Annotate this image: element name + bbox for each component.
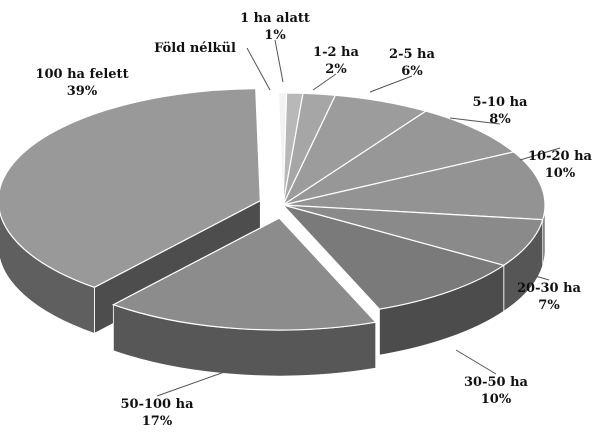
label-pct-7: 10% bbox=[481, 392, 512, 407]
leader-line-3 bbox=[369, 75, 413, 93]
leader-line-1 bbox=[274, 39, 284, 83]
label-3: 2-5 ha 6% bbox=[389, 47, 435, 79]
label-pct-9: 39% bbox=[67, 84, 98, 99]
label-1: 1 ha alatt 1% bbox=[240, 11, 310, 43]
label-pct-1: 1% bbox=[264, 28, 286, 43]
label-name-3: 2-5 ha bbox=[389, 47, 435, 62]
label-name-1: 1 ha alatt bbox=[240, 11, 310, 26]
label-name-8: 50-100 ha bbox=[120, 397, 194, 412]
label-pct-5: 10% bbox=[545, 166, 576, 181]
pie-slice-6 bbox=[282, 204, 544, 266]
leader-line-2 bbox=[312, 73, 337, 91]
label-pct-4: 8% bbox=[489, 112, 511, 127]
pie-tops bbox=[0, 88, 546, 331]
label-9: 100 ha felett 39% bbox=[35, 67, 128, 99]
leader-line-8 bbox=[156, 369, 231, 397]
leader-line-7 bbox=[455, 349, 497, 375]
leader-line-0 bbox=[246, 47, 271, 91]
label-name-4: 5-10 ha bbox=[473, 95, 529, 110]
label-name-5: 10-20 ha bbox=[528, 149, 593, 164]
label-2: 1-2 ha 2% bbox=[313, 45, 359, 77]
label-name-9: 100 ha felett bbox=[35, 67, 128, 82]
label-pct-6: 7% bbox=[538, 298, 560, 313]
pie-slice-5 bbox=[282, 151, 546, 221]
leader-line-4 bbox=[449, 117, 501, 125]
label-6: 20-30 ha 7% bbox=[517, 281, 582, 313]
pie-slice-8 bbox=[111, 217, 377, 331]
pie-slice-9 bbox=[0, 88, 261, 288]
leader-line-5 bbox=[519, 147, 561, 161]
label-name-2: 1-2 ha bbox=[313, 45, 359, 60]
label-8: 50-100 ha 17% bbox=[120, 397, 194, 429]
leader-lines bbox=[156, 39, 561, 397]
data-labels: Föld nélkül 1 ha alatt 1% 1-2 ha 2% 2-5 ha 6% 5… bbox=[35, 11, 592, 429]
label-name-0: Föld nélkül bbox=[154, 41, 236, 56]
label-pct-8: 17% bbox=[142, 414, 173, 429]
pie-slice-4 bbox=[282, 110, 516, 206]
pie-slice-7 bbox=[281, 203, 506, 310]
label-7: 30-50 ha 10% bbox=[464, 375, 529, 407]
label-name-6: 20-30 ha bbox=[517, 281, 582, 296]
label-5: 10-20 ha 10% bbox=[528, 149, 593, 181]
label-4: 5-10 ha 8% bbox=[473, 95, 529, 127]
label-pct-3: 6% bbox=[401, 64, 423, 79]
label-name-7: 30-50 ha bbox=[464, 375, 529, 390]
label-pct-2: 2% bbox=[325, 62, 347, 77]
leader-line-6 bbox=[514, 269, 550, 281]
label-0: Föld nélkül bbox=[154, 41, 236, 56]
